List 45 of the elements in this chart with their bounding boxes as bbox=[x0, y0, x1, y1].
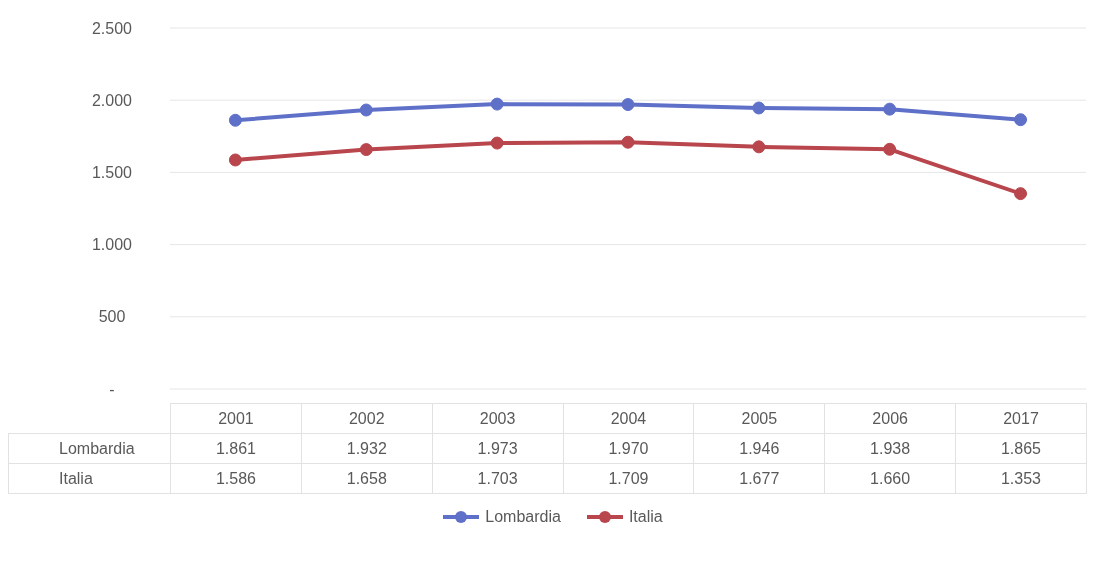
data-label: 1.865 bbox=[955, 433, 1087, 464]
point bbox=[1014, 187, 1028, 201]
point bbox=[752, 140, 766, 154]
data-label: 1.938 bbox=[824, 433, 956, 464]
y-tick-label: 1.500 bbox=[91, 164, 133, 182]
point bbox=[228, 153, 242, 167]
point bbox=[621, 135, 635, 149]
y-tick-label: 500 bbox=[98, 308, 126, 326]
point bbox=[621, 98, 635, 112]
y-tick-label: 2.500 bbox=[91, 19, 133, 37]
data-label: 1.932 bbox=[301, 433, 433, 464]
y-tick-label: - bbox=[109, 380, 115, 398]
legend-label: Italia bbox=[628, 508, 663, 526]
x-tick-label: 2004 bbox=[563, 403, 694, 434]
data-label: 1.586 bbox=[170, 463, 302, 494]
point bbox=[883, 142, 897, 156]
x-tick-label: 2006 bbox=[824, 403, 956, 434]
data-label: 1.709 bbox=[563, 463, 694, 494]
x-tick-label: 2005 bbox=[693, 403, 825, 434]
data-label: 1.658 bbox=[301, 463, 433, 494]
point bbox=[359, 103, 373, 117]
data-label: 1.861 bbox=[170, 433, 302, 464]
data-label: 1.677 bbox=[693, 463, 825, 494]
data-label: 1.973 bbox=[432, 433, 564, 464]
point bbox=[490, 97, 504, 111]
x-tick-label: 2003 bbox=[432, 403, 564, 434]
legend-label: Lombardia bbox=[485, 508, 561, 526]
data-label: 1.946 bbox=[693, 433, 825, 464]
point bbox=[359, 143, 373, 157]
y-tick-label: 1.000 bbox=[91, 236, 133, 254]
point bbox=[1014, 113, 1028, 127]
text: Lombardia bbox=[59, 439, 135, 457]
data-label: 1.970 bbox=[563, 433, 694, 464]
y-tick-label: 2.000 bbox=[91, 91, 133, 109]
text: Italia bbox=[59, 469, 93, 487]
point bbox=[752, 101, 766, 115]
point bbox=[228, 113, 242, 127]
point bbox=[883, 102, 897, 116]
data-label: 1.703 bbox=[432, 463, 564, 494]
data-label: 1.353 bbox=[955, 463, 1087, 494]
x-tick-label: 2002 bbox=[301, 403, 433, 434]
x-tick-label: 2017 bbox=[955, 403, 1087, 434]
x-tick-label: 2001 bbox=[170, 403, 302, 434]
point bbox=[490, 136, 504, 150]
data-label: 1.660 bbox=[824, 463, 956, 494]
